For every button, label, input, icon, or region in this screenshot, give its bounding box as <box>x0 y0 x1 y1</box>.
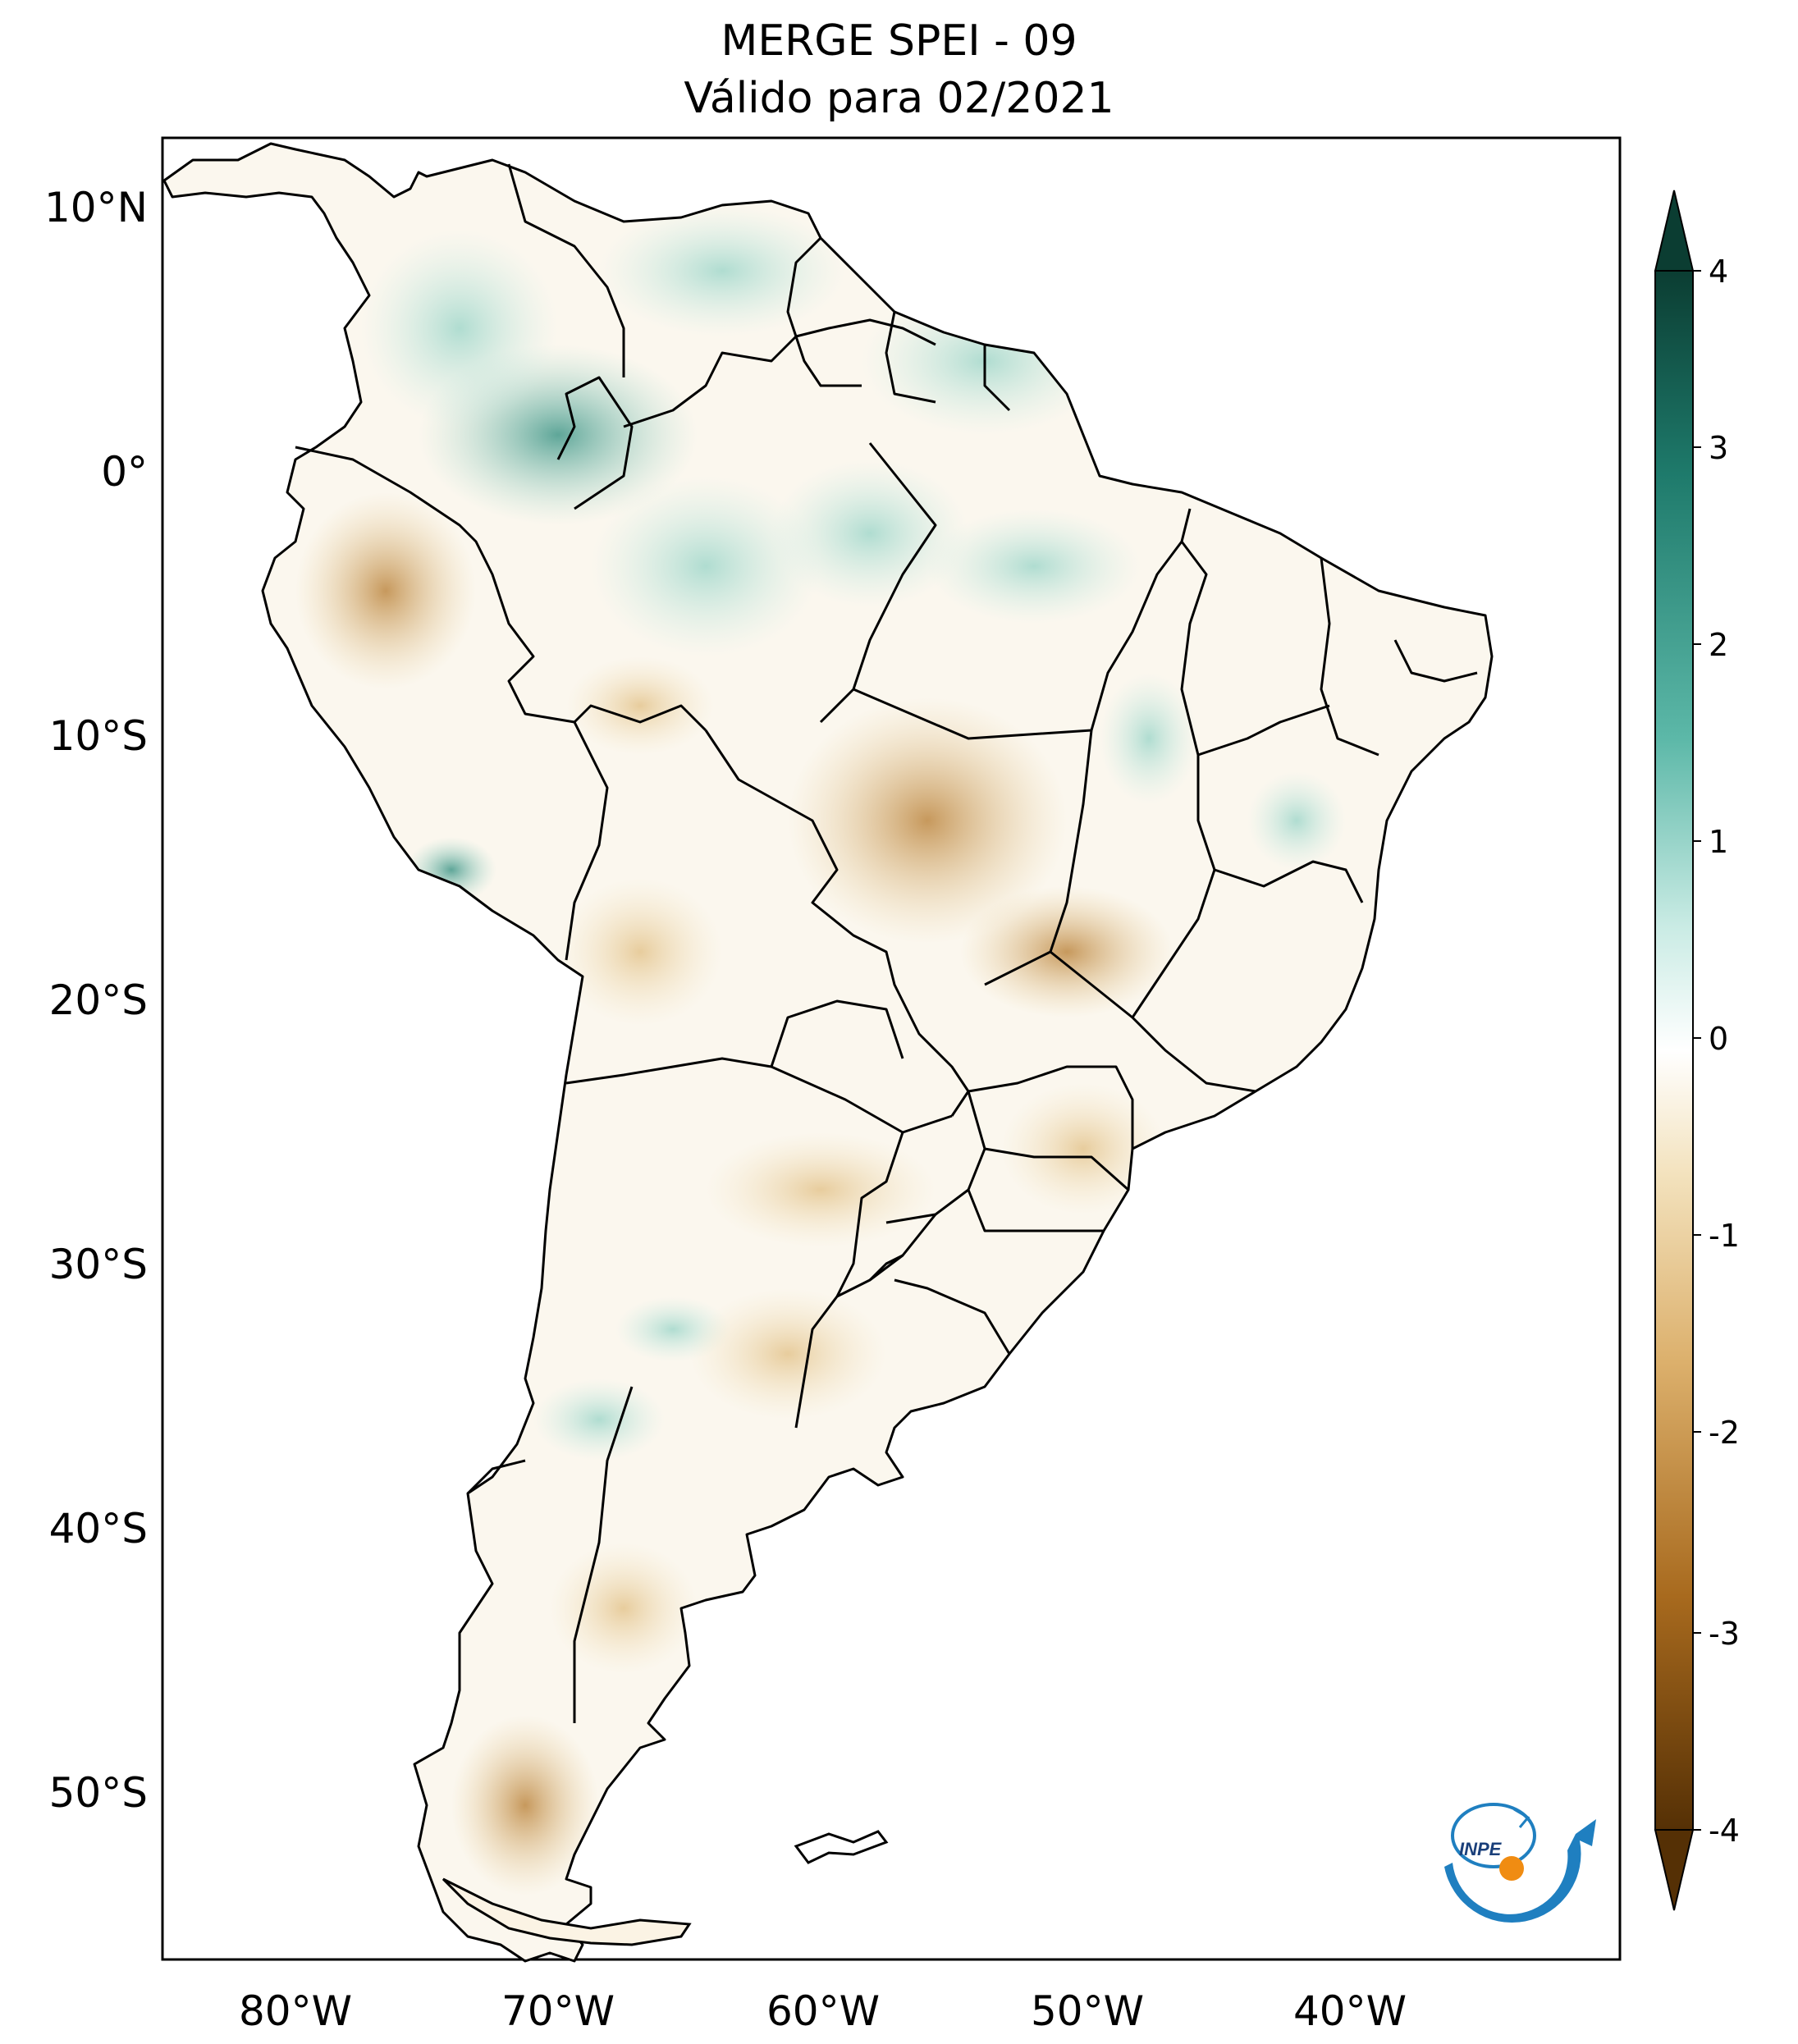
colorbar-tick-label: 2 <box>1709 627 1728 663</box>
lon-tick-label: 70°W <box>501 1987 615 2035</box>
colorbar-tick-label: 3 <box>1709 430 1728 466</box>
latitude-axis: 10°N 0° 10°S 20°S 30°S 40°S 50°S <box>44 184 148 1817</box>
tierra-del-fuego <box>441 1877 692 1946</box>
lon-tick-label: 50°W <box>1031 1987 1144 2035</box>
coastline-and-borders <box>162 142 1494 1963</box>
lat-tick-label: 40°S <box>49 1505 148 1552</box>
colorbar-tick-label: -1 <box>1709 1218 1740 1254</box>
colorbar-tick-label: -4 <box>1709 1813 1740 1849</box>
colorbar-tick-label: 1 <box>1709 824 1728 860</box>
lon-tick-label: 80°W <box>239 1987 352 2035</box>
lat-tick-label: 20°S <box>49 976 148 1024</box>
colorbar: 4 3 2 1 0 -1 -2 -3 -4 <box>1654 190 1740 1911</box>
map-title-line1: MERGE SPEI - 09 <box>721 16 1077 66</box>
longitude-axis: 80°W 70°W 60°W 50°W 40°W <box>239 1987 1407 2035</box>
colorbar-gradient <box>1654 270 1694 1831</box>
inpe-logo-text: INPE <box>1459 1839 1503 1859</box>
colorbar-max-extension <box>1654 190 1695 272</box>
colorbar-tick-label: 4 <box>1709 254 1728 290</box>
colorbar-tick-label: -2 <box>1709 1415 1740 1451</box>
lat-tick-label: 10°S <box>49 712 148 760</box>
lat-tick-label: 10°N <box>44 184 148 231</box>
lon-tick-label: 60°W <box>766 1987 880 2035</box>
lon-tick-label: 40°W <box>1293 1987 1407 2035</box>
colorbar-tick-label: -3 <box>1709 1616 1740 1652</box>
map-title-line2: Válido para 02/2021 <box>684 74 1114 123</box>
lat-tick-label: 50°S <box>49 1769 148 1817</box>
colorbar-tick-label: 0 <box>1709 1021 1728 1057</box>
falkland-islands <box>794 1830 889 1864</box>
inpe-logo-icon: INPE <box>1444 1803 1596 1923</box>
lat-tick-label: 30°S <box>49 1241 148 1288</box>
colorbar-min-extension <box>1654 1829 1695 1911</box>
lat-tick-label: 0° <box>101 448 148 496</box>
